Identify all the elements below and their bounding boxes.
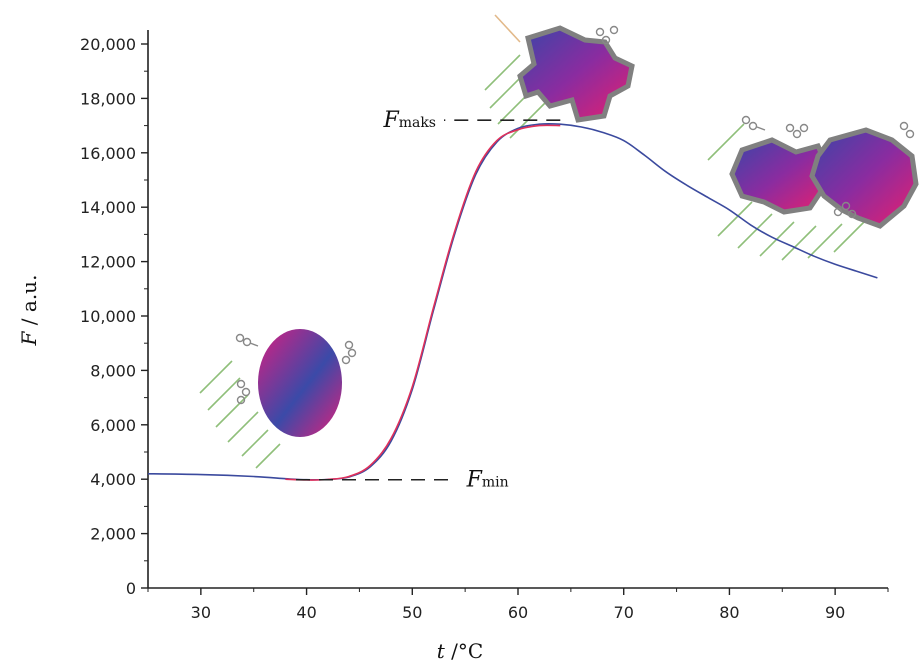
x-axis-unit: /°C — [445, 639, 483, 663]
unfolded-protein-illustration — [484, 14, 635, 139]
y-axis-unit: / a.u. — [17, 275, 41, 332]
y-axis-variable: F — [17, 330, 41, 346]
y-tick-label: 8,000 — [90, 361, 136, 380]
y-tick-label: 18,000 — [80, 89, 136, 108]
y-tick-label: 0 — [126, 579, 136, 598]
x-axis-title: t /°C — [437, 639, 483, 663]
native-protein-illustration — [199, 329, 357, 469]
y-axis-ticks: 0 2,000 4,000 6,000 8,000 10,000 12,000 14,000 1… — [80, 35, 148, 598]
x-tick-label: 60 — [508, 603, 528, 622]
x-tick-label: 50 — [402, 603, 422, 622]
x-axis-variable: t — [437, 639, 446, 663]
annotation-label-min: Fmin — [466, 468, 509, 493]
y-tick-label: 16,000 — [80, 144, 136, 163]
y-tick-label: 6,000 — [90, 416, 136, 435]
y-tick-label: 14,000 — [80, 198, 136, 217]
annotation-variable: F — [466, 468, 483, 493]
x-tick-label: 90 — [825, 603, 845, 622]
annotation-subscript: maks — [399, 115, 436, 131]
series-line-2 — [285, 124, 561, 481]
y-tick-label: 10,000 — [80, 307, 136, 326]
x-tick-label: 40 — [296, 603, 316, 622]
x-axis-ticks: 30 40 50 60 70 80 90 — [147, 588, 889, 622]
y-axis-title: F / a.u. — [17, 275, 41, 347]
aggregated-protein-illustration — [707, 115, 919, 261]
y-tick-label: 12,000 — [80, 253, 136, 272]
y-tick-label: 20,000 — [80, 35, 136, 54]
axes — [147, 30, 888, 589]
annotation-variable: F — [382, 108, 399, 133]
annotation-subscript: min — [482, 475, 509, 491]
x-tick-label: 30 — [191, 603, 211, 622]
y-tick-label: 4,000 — [90, 470, 136, 489]
x-tick-label: 70 — [614, 603, 634, 622]
annotation-label-maks: Fmaks — [382, 108, 436, 133]
y-tick-label: 2,000 — [90, 525, 136, 544]
x-tick-label: 80 — [719, 603, 739, 622]
